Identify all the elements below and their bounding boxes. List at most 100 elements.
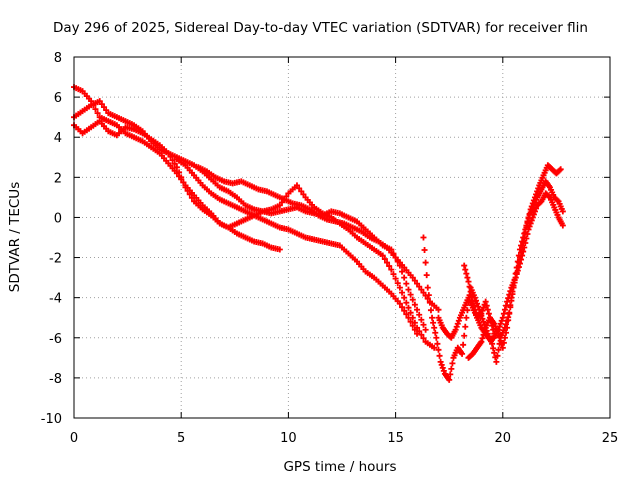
- data-point: [526, 223, 533, 230]
- data-point: [527, 220, 534, 227]
- y-tick-label: 6: [54, 91, 62, 106]
- data-point: [300, 191, 307, 198]
- data-point: [409, 322, 416, 329]
- data-point: [409, 274, 416, 281]
- data-point: [521, 230, 528, 237]
- data-point: [101, 104, 108, 111]
- data-point: [424, 284, 431, 291]
- data-point: [401, 307, 408, 314]
- data-point: [474, 300, 481, 307]
- data-point: [515, 252, 522, 259]
- data-point: [497, 337, 504, 344]
- data-point: [425, 292, 432, 299]
- data-point: [501, 334, 508, 341]
- data-point: [184, 187, 191, 194]
- data-point: [513, 264, 520, 271]
- data-point: [522, 240, 529, 247]
- data-point: [509, 288, 516, 295]
- data-point: [427, 307, 434, 314]
- data-point: [396, 284, 403, 291]
- data-point: [503, 321, 510, 328]
- data-point: [296, 185, 303, 192]
- data-point: [491, 330, 498, 337]
- y-tick-label: -10: [41, 412, 62, 427]
- data-point: [463, 270, 470, 277]
- data-point: [499, 344, 506, 351]
- data-point: [479, 335, 486, 342]
- data-point: [514, 267, 521, 274]
- data-point: [90, 102, 97, 109]
- data-point: [411, 326, 418, 333]
- data-point: [434, 340, 441, 347]
- data-point: [414, 330, 421, 337]
- data-point: [512, 270, 519, 277]
- data-point: [433, 334, 440, 341]
- data-point: [491, 349, 498, 356]
- data-point: [496, 334, 503, 341]
- data-point: [399, 268, 406, 275]
- data-point: [396, 300, 403, 307]
- data-point: [386, 263, 393, 270]
- y-tick-label: -2: [49, 252, 62, 267]
- data-point: [431, 344, 438, 351]
- data-point: [520, 248, 527, 255]
- data-point: [455, 317, 462, 324]
- data-point: [522, 226, 529, 233]
- data-point: [480, 318, 487, 325]
- data-point: [477, 311, 484, 318]
- data-point: [401, 294, 408, 301]
- y-tick-label: 2: [54, 171, 62, 186]
- series-track-5: [195, 164, 442, 313]
- data-point: [461, 262, 468, 269]
- data-point: [449, 360, 456, 367]
- data-point: [475, 303, 482, 310]
- data-point: [510, 282, 517, 289]
- data-point: [298, 188, 305, 195]
- data-point: [537, 199, 544, 206]
- data-point: [556, 167, 563, 174]
- data-point: [186, 191, 193, 198]
- data-point: [452, 326, 459, 333]
- data-point: [392, 275, 399, 282]
- data-points: [71, 84, 566, 383]
- data-point: [504, 324, 511, 331]
- x-tick-label: 15: [387, 431, 404, 446]
- data-point: [506, 291, 513, 298]
- data-point: [432, 329, 439, 336]
- data-point: [182, 184, 189, 191]
- data-point: [94, 110, 101, 117]
- data-point: [508, 294, 515, 301]
- data-point: [438, 361, 445, 368]
- y-tick-label: -8: [49, 372, 62, 387]
- data-point: [465, 278, 472, 285]
- y-tick-label: 8: [54, 51, 62, 66]
- data-point: [409, 296, 416, 303]
- data-point: [414, 280, 421, 287]
- data-point: [481, 328, 488, 335]
- data-point: [293, 182, 300, 189]
- data-point: [403, 299, 410, 306]
- data-point: [421, 247, 428, 254]
- x-tick-label: 25: [602, 431, 619, 446]
- data-point: [98, 101, 105, 108]
- data-point: [429, 314, 436, 321]
- data-point: [519, 238, 526, 245]
- data-point: [276, 246, 283, 253]
- data-point: [478, 338, 485, 345]
- data-point: [167, 153, 174, 160]
- data-point: [379, 252, 386, 259]
- data-point: [399, 289, 406, 296]
- data-point: [439, 364, 446, 371]
- data-point: [403, 280, 410, 287]
- data-point: [483, 302, 490, 309]
- data-point: [418, 286, 425, 293]
- data-point: [188, 194, 195, 201]
- y-axis-label: SDTVAR / TECUs: [7, 182, 23, 292]
- data-point: [411, 319, 418, 326]
- data-point: [467, 288, 474, 295]
- data-point: [418, 331, 425, 338]
- data-point: [489, 340, 496, 347]
- data-point: [471, 294, 478, 301]
- data-point: [528, 217, 535, 224]
